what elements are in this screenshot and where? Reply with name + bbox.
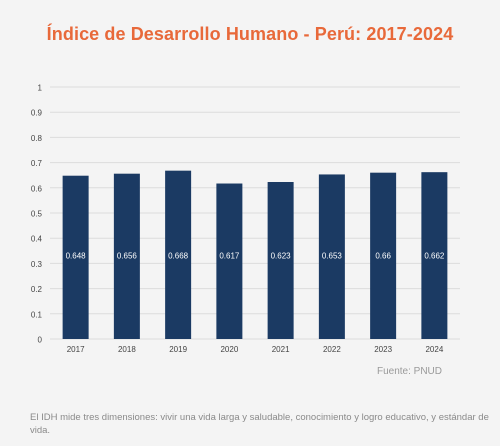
y-tick-label: 0.5 bbox=[31, 210, 43, 219]
data-label: 0.668 bbox=[168, 251, 189, 260]
bars bbox=[62, 170, 448, 339]
data-label: 0.66 bbox=[375, 251, 391, 260]
y-tick-label: 0.4 bbox=[31, 235, 43, 244]
y-tick-label: 0.6 bbox=[31, 184, 43, 193]
bar bbox=[267, 182, 294, 339]
x-tick-label: 2022 bbox=[323, 345, 341, 354]
bar bbox=[370, 172, 397, 339]
y-tick-label: 1 bbox=[38, 84, 43, 93]
chart-title: Índice de Desarrollo Humano - Perú: 2017… bbox=[46, 24, 454, 44]
bar bbox=[113, 173, 140, 339]
bar bbox=[165, 170, 192, 339]
y-tick-label: 0.3 bbox=[31, 260, 43, 269]
x-tick-label: 2023 bbox=[374, 345, 392, 354]
x-axis-ticks: 2017 2018 2019 2020 2021 2022 2023 2024 bbox=[67, 345, 444, 354]
y-axis-ticks: 0 0.1 0.2 0.3 0.4 0.5 0.6 0.7 0.8 0.9 1 bbox=[31, 84, 43, 345]
data-label: 0.623 bbox=[271, 251, 292, 260]
bar bbox=[62, 175, 89, 339]
bar bbox=[318, 174, 345, 339]
data-label: 0.656 bbox=[117, 251, 138, 260]
y-tick-label: 0.7 bbox=[31, 159, 43, 168]
y-tick-label: 0 bbox=[38, 336, 43, 345]
data-label: 0.662 bbox=[424, 251, 445, 260]
y-tick-label: 0.1 bbox=[31, 310, 43, 319]
source-label: Fuente: PNUD bbox=[376, 366, 442, 377]
y-tick-label: 0.2 bbox=[31, 285, 43, 294]
x-tick-label: 2017 bbox=[67, 345, 85, 354]
x-tick-label: 2019 bbox=[169, 345, 187, 354]
x-tick-label: 2021 bbox=[272, 345, 290, 354]
bar bbox=[216, 183, 243, 339]
bar bbox=[421, 172, 448, 339]
x-tick-label: 2018 bbox=[118, 345, 136, 354]
x-tick-label: 2024 bbox=[425, 345, 443, 354]
footnote: El IDH mide tres dimensiones: vivir una … bbox=[30, 412, 489, 436]
y-tick-label: 0.9 bbox=[31, 109, 43, 118]
data-label: 0.653 bbox=[322, 251, 343, 260]
x-tick-label: 2020 bbox=[220, 345, 238, 354]
data-label: 0.617 bbox=[219, 251, 240, 260]
y-tick-label: 0.8 bbox=[31, 134, 43, 143]
data-label: 0.648 bbox=[66, 251, 87, 260]
value-labels: 0.648 0.656 0.668 0.617 0.623 0.653 0.66 0.662 bbox=[66, 251, 445, 260]
grid-lines bbox=[50, 86, 460, 340]
